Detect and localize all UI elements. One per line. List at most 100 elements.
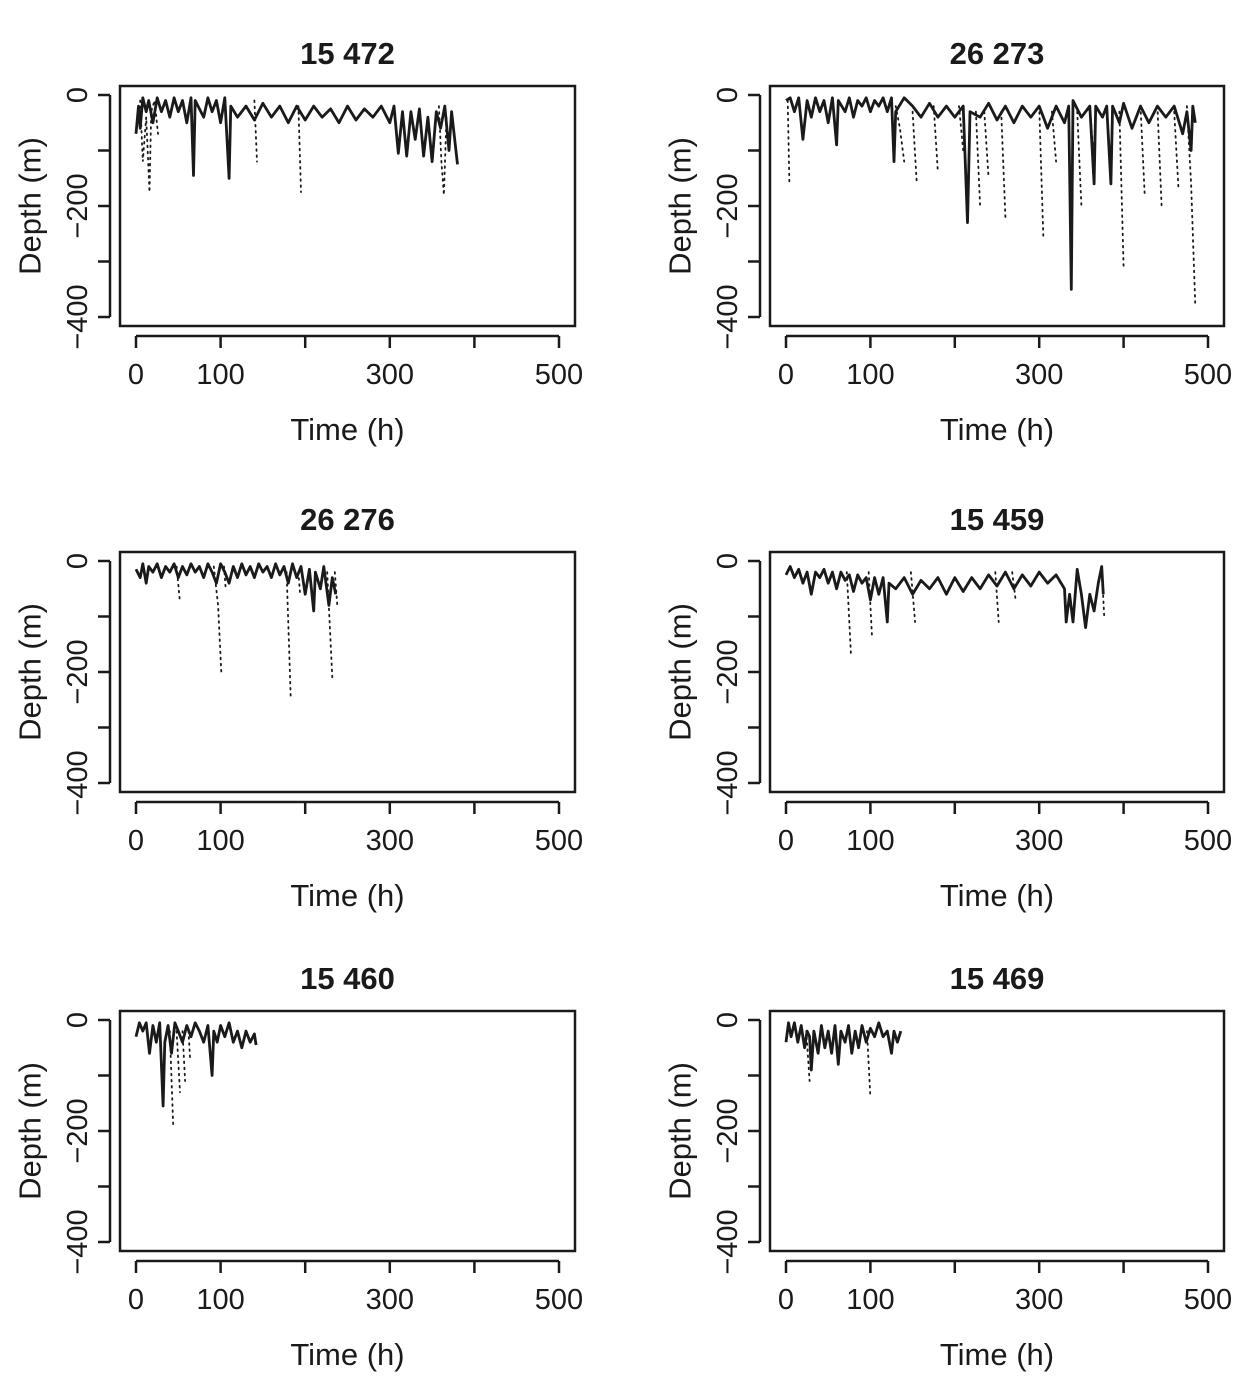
solid-depth-trace (134, 1021, 258, 1108)
y-axis-label: Depth (m) (13, 603, 48, 741)
dotted-depth-trace (910, 571, 916, 623)
y-tick-label: −200 (712, 173, 744, 238)
y-axis: 0 −200 −400 Depth (m) (13, 553, 112, 816)
dotted-depth-trace (187, 1030, 192, 1060)
x-tick-label: 500 (1184, 359, 1232, 391)
solid-depth-trace (784, 565, 1105, 629)
dotted-depth-trace (1051, 110, 1057, 163)
y-axis-label: Depth (m) (663, 1062, 698, 1200)
y-axis-label: Depth (m) (663, 137, 698, 275)
x-axis-label: Time (h) (290, 878, 404, 913)
x-tick-label: 0 (128, 359, 144, 391)
x-tick-label: 100 (196, 825, 244, 857)
dotted-depth-trace (333, 571, 339, 607)
x-tick-label: 300 (366, 359, 414, 391)
dotted-depth-trace (958, 105, 965, 152)
dotted-depth-trace (894, 105, 906, 163)
x-tick-label: 100 (196, 1284, 244, 1316)
x-tick-label: 100 (846, 825, 894, 857)
dotted-depth-trace (786, 99, 791, 185)
y-tick-label: −400 (62, 750, 94, 815)
dotted-depth-trace (1139, 105, 1146, 196)
panel-3: 26 276 0 100 300 500 Time (h) 0 −200 −400 Depth (… (13, 502, 584, 913)
y-tick-label: −200 (62, 1098, 94, 1163)
y-axis: 0 −200 −400 Depth (m) (663, 1012, 762, 1275)
dotted-depth-trace (139, 99, 159, 193)
plot-frame (768, 1009, 1226, 1253)
y-tick-label: 0 (712, 87, 744, 103)
y-tick-label: −200 (712, 639, 744, 704)
dotted-depth-trace (168, 1030, 175, 1127)
x-tick-label: 0 (128, 1284, 144, 1316)
x-tick-label: 300 (366, 1284, 414, 1316)
dotted-depth-trace (297, 105, 302, 194)
y-tick-label: −200 (712, 1098, 744, 1163)
dotted-depth-trace (297, 571, 302, 596)
y-tick-label: −200 (62, 173, 94, 238)
x-axis: 0 100 300 500 Time (h) (128, 1259, 583, 1372)
x-axis: 0 100 300 500 Time (h) (778, 334, 1232, 447)
y-tick-label: −400 (62, 284, 94, 349)
x-axis: 0 100 300 500 Time (h) (128, 334, 583, 447)
x-tick-label: 300 (1015, 825, 1063, 857)
dotted-depth-trace (253, 99, 258, 163)
x-tick-label: 300 (366, 825, 414, 857)
x-tick-label: 500 (535, 825, 583, 857)
x-axis-label: Time (h) (940, 412, 1054, 447)
panel-1: 15 472 0 100 300 500 Time (h) 0 −200 −400 Depth (… (13, 36, 584, 447)
x-axis-label: Time (h) (290, 412, 404, 447)
x-tick-label: 300 (1015, 359, 1063, 391)
dotted-depth-trace (1118, 110, 1125, 269)
panel-4: 15 459 0 100 300 500 Time (h) 0 −200 −400 Depth (… (663, 502, 1233, 913)
dotted-depth-trace (223, 565, 227, 590)
dotted-depth-trace (866, 1030, 872, 1099)
y-tick-label: −400 (712, 1209, 744, 1274)
dotted-depth-trace (285, 571, 292, 701)
dotted-depth-trace (994, 571, 1000, 623)
x-tick-label: 500 (1184, 1284, 1232, 1316)
y-axis: 0 −200 −400 Depth (m) (13, 87, 112, 350)
plot-frame (118, 550, 577, 794)
dotted-depth-trace (1156, 105, 1163, 207)
y-tick-label: −400 (62, 1209, 94, 1274)
panel-title: 15 472 (300, 36, 395, 71)
x-tick-label: 100 (846, 359, 894, 391)
plot-frame (768, 84, 1226, 328)
x-tick-label: 300 (1015, 1284, 1063, 1316)
y-axis-label: Depth (m) (13, 137, 48, 275)
panel-2: 26 273 0 100 300 500 Time (h) 0 −200 −400 Depth (… (663, 36, 1233, 447)
x-axis-label: Time (h) (290, 1337, 404, 1372)
panel-title: 15 460 (300, 961, 395, 996)
dotted-depth-trace (867, 571, 873, 640)
panel-5: 15 460 0 100 300 500 Time (h) 0 −200 −400 Depth (… (13, 961, 584, 1372)
dotted-depth-trace (845, 571, 852, 657)
y-tick-label: −400 (712, 750, 744, 815)
x-tick-label: 0 (128, 825, 144, 857)
x-axis-label: Time (h) (940, 878, 1054, 913)
dotted-depth-trace (983, 110, 990, 180)
x-axis: 0 100 300 500 Time (h) (778, 1259, 1232, 1372)
solid-depth-trace (784, 1021, 903, 1072)
y-tick-label: 0 (62, 87, 94, 103)
y-axis-label: Depth (m) (663, 603, 698, 741)
y-tick-label: −400 (712, 284, 744, 349)
panel-title: 26 276 (300, 502, 395, 537)
dotted-depth-trace (932, 105, 939, 174)
x-tick-label: 500 (1184, 825, 1232, 857)
plot-frame (118, 84, 577, 328)
dotted-depth-trace (1000, 110, 1007, 219)
x-tick-label: 100 (196, 359, 244, 391)
y-tick-label: 0 (712, 1012, 744, 1028)
y-axis: 0 −200 −400 Depth (m) (663, 87, 762, 350)
dotted-depth-trace (437, 105, 448, 195)
x-axis: 0 100 300 500 Time (h) (778, 800, 1232, 913)
x-tick-label: 500 (535, 1284, 583, 1316)
x-tick-label: 100 (846, 1284, 894, 1316)
y-tick-label: 0 (712, 553, 744, 569)
x-tick-label: 0 (778, 825, 794, 857)
panel-title: 26 273 (950, 36, 1045, 71)
panel-6: 15 469 0 100 300 500 Time (h) 0 −200 −400 Depth (… (663, 961, 1233, 1372)
solid-depth-trace (785, 96, 1197, 291)
solid-depth-trace (134, 96, 459, 180)
